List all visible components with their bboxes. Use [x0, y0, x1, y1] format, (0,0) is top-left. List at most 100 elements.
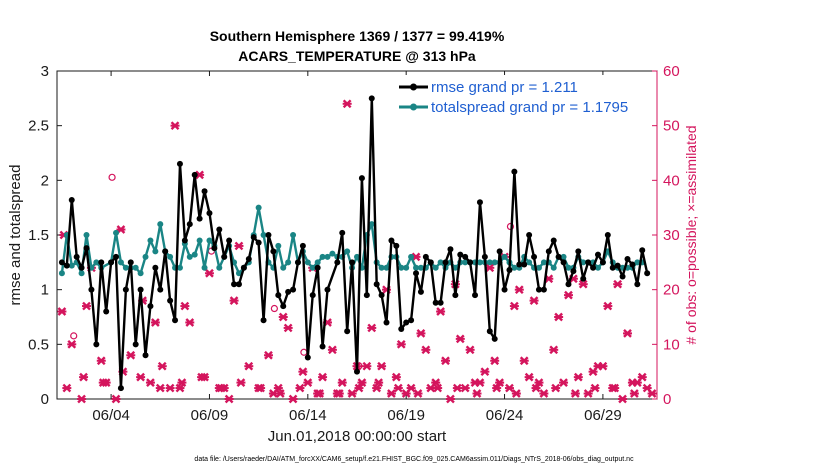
obs-assimilated-marker: [82, 301, 92, 311]
rmse-point: [299, 242, 306, 249]
totalspread-point: [540, 259, 547, 266]
rmse-point: [113, 253, 120, 260]
obs-assimilated-marker: [416, 329, 426, 338]
obs-assimilated-marker: [618, 394, 628, 404]
rmse-point: [280, 303, 287, 310]
legend: rmse grand pr = 1.211 totalspread grand …: [397, 75, 653, 119]
obs-assimilated-marker: [490, 356, 500, 366]
totalspread-point: [290, 232, 297, 238]
rmse-point: [167, 297, 174, 304]
obs-layer: [57, 99, 657, 404]
obs-assimilated-marker: [374, 378, 384, 387]
rmse-point: [560, 259, 567, 266]
rmse-point: [535, 286, 542, 293]
obs-assimilated-marker: [357, 378, 367, 387]
rmse-point: [216, 226, 223, 233]
rmse-point: [491, 335, 498, 342]
totalspread-point: [526, 259, 533, 266]
totalspread-point: [137, 270, 144, 277]
rmse-point: [191, 171, 198, 178]
y-left-tick-label: 0.5: [28, 336, 49, 353]
obs-assimilated-marker: [318, 372, 328, 382]
obs-assimilated-marker: [603, 301, 613, 311]
obs-assimilated-marker: [377, 361, 387, 371]
obs-assimilated-marker: [197, 372, 207, 382]
rmse-point: [393, 242, 400, 249]
x-tick-label: 06/14: [289, 407, 327, 424]
totalspread-point: [368, 221, 375, 228]
rmse-point: [319, 343, 326, 350]
rmse-point: [472, 292, 479, 299]
rmse-point: [93, 341, 100, 348]
rmse-point: [575, 248, 582, 255]
obs-assimilated-marker: [327, 345, 337, 355]
rmse-point: [147, 303, 154, 310]
rmse-point: [235, 281, 242, 288]
rmse-point: [501, 286, 508, 293]
rmse-point: [132, 341, 139, 348]
y-axis-label-left: rmse and totalspread: [7, 165, 24, 306]
totalspread-point: [432, 264, 439, 271]
obs-assimilated-marker: [436, 307, 446, 316]
obs-assimilated-marker: [433, 383, 443, 393]
rmse-point: [363, 292, 370, 299]
rmse-point: [250, 234, 257, 241]
rmse-point: [162, 248, 169, 255]
obs-assimilated-marker: [185, 318, 195, 327]
obs-assimilated-marker: [175, 383, 185, 393]
y-axis-label-right: # of obs: o=possible; ×=assimilated: [683, 125, 699, 344]
rmse-point: [294, 259, 301, 266]
rmse-point: [206, 210, 213, 217]
rmse-point: [427, 259, 434, 266]
obs-assimilated-marker: [583, 389, 593, 398]
totalspread-point: [191, 251, 198, 258]
y-left-tick-label: 3: [41, 63, 49, 80]
rmse-point: [609, 264, 616, 271]
obs-assimilated-marker: [298, 367, 308, 377]
obs-assimilated-marker: [57, 307, 67, 316]
rmse-point: [516, 261, 523, 268]
x-tick-label: 06/09: [191, 407, 229, 424]
totalspread-point: [476, 259, 483, 266]
rmse-point: [196, 215, 203, 222]
rmse-point: [201, 188, 208, 195]
obs-assimilated-marker: [514, 285, 524, 295]
rmse-point: [590, 264, 597, 271]
rmse-point: [157, 286, 164, 293]
x-tick-label: 06/04: [92, 407, 130, 424]
rmse-point: [324, 286, 331, 293]
totalspread-point: [157, 221, 164, 228]
rmse-point: [181, 237, 188, 244]
obs-assimilated-marker: [98, 378, 108, 387]
totalspread-point: [383, 264, 390, 271]
rmse-point: [604, 232, 611, 238]
rmse-point: [231, 281, 238, 288]
obs-assimilated-marker: [524, 372, 534, 382]
rmse-point: [290, 286, 297, 293]
rmse-point: [388, 237, 395, 244]
rmse-point: [117, 385, 124, 392]
rmse-point: [496, 248, 503, 255]
obs-assimilated-marker: [504, 383, 514, 393]
obs-assimilated-marker: [273, 383, 283, 393]
obs-assimilated-marker: [475, 378, 485, 387]
rmse-point: [152, 264, 159, 271]
totalspread-point: [78, 270, 85, 277]
obs-assimilated-marker: [563, 290, 573, 300]
rmse-point: [358, 175, 365, 182]
totalspread-point: [398, 264, 405, 271]
rmse-point: [127, 259, 134, 266]
obs-assimilated-marker: [136, 372, 146, 382]
rmse-point: [73, 253, 80, 260]
y-left-tick-label: 1: [41, 282, 49, 299]
obs-assimilated-marker: [539, 389, 549, 398]
totalspread-point: [117, 259, 124, 266]
obs-assimilated-marker: [126, 350, 136, 360]
obs-assimilated-marker: [67, 339, 77, 349]
totalspread-point: [285, 259, 292, 266]
rmse-point: [619, 273, 626, 280]
obs-assimilated-marker: [295, 383, 305, 393]
obs-assimilated-marker: [578, 279, 588, 289]
legend-rmse-label: rmse grand pr = 1.211: [431, 79, 578, 96]
